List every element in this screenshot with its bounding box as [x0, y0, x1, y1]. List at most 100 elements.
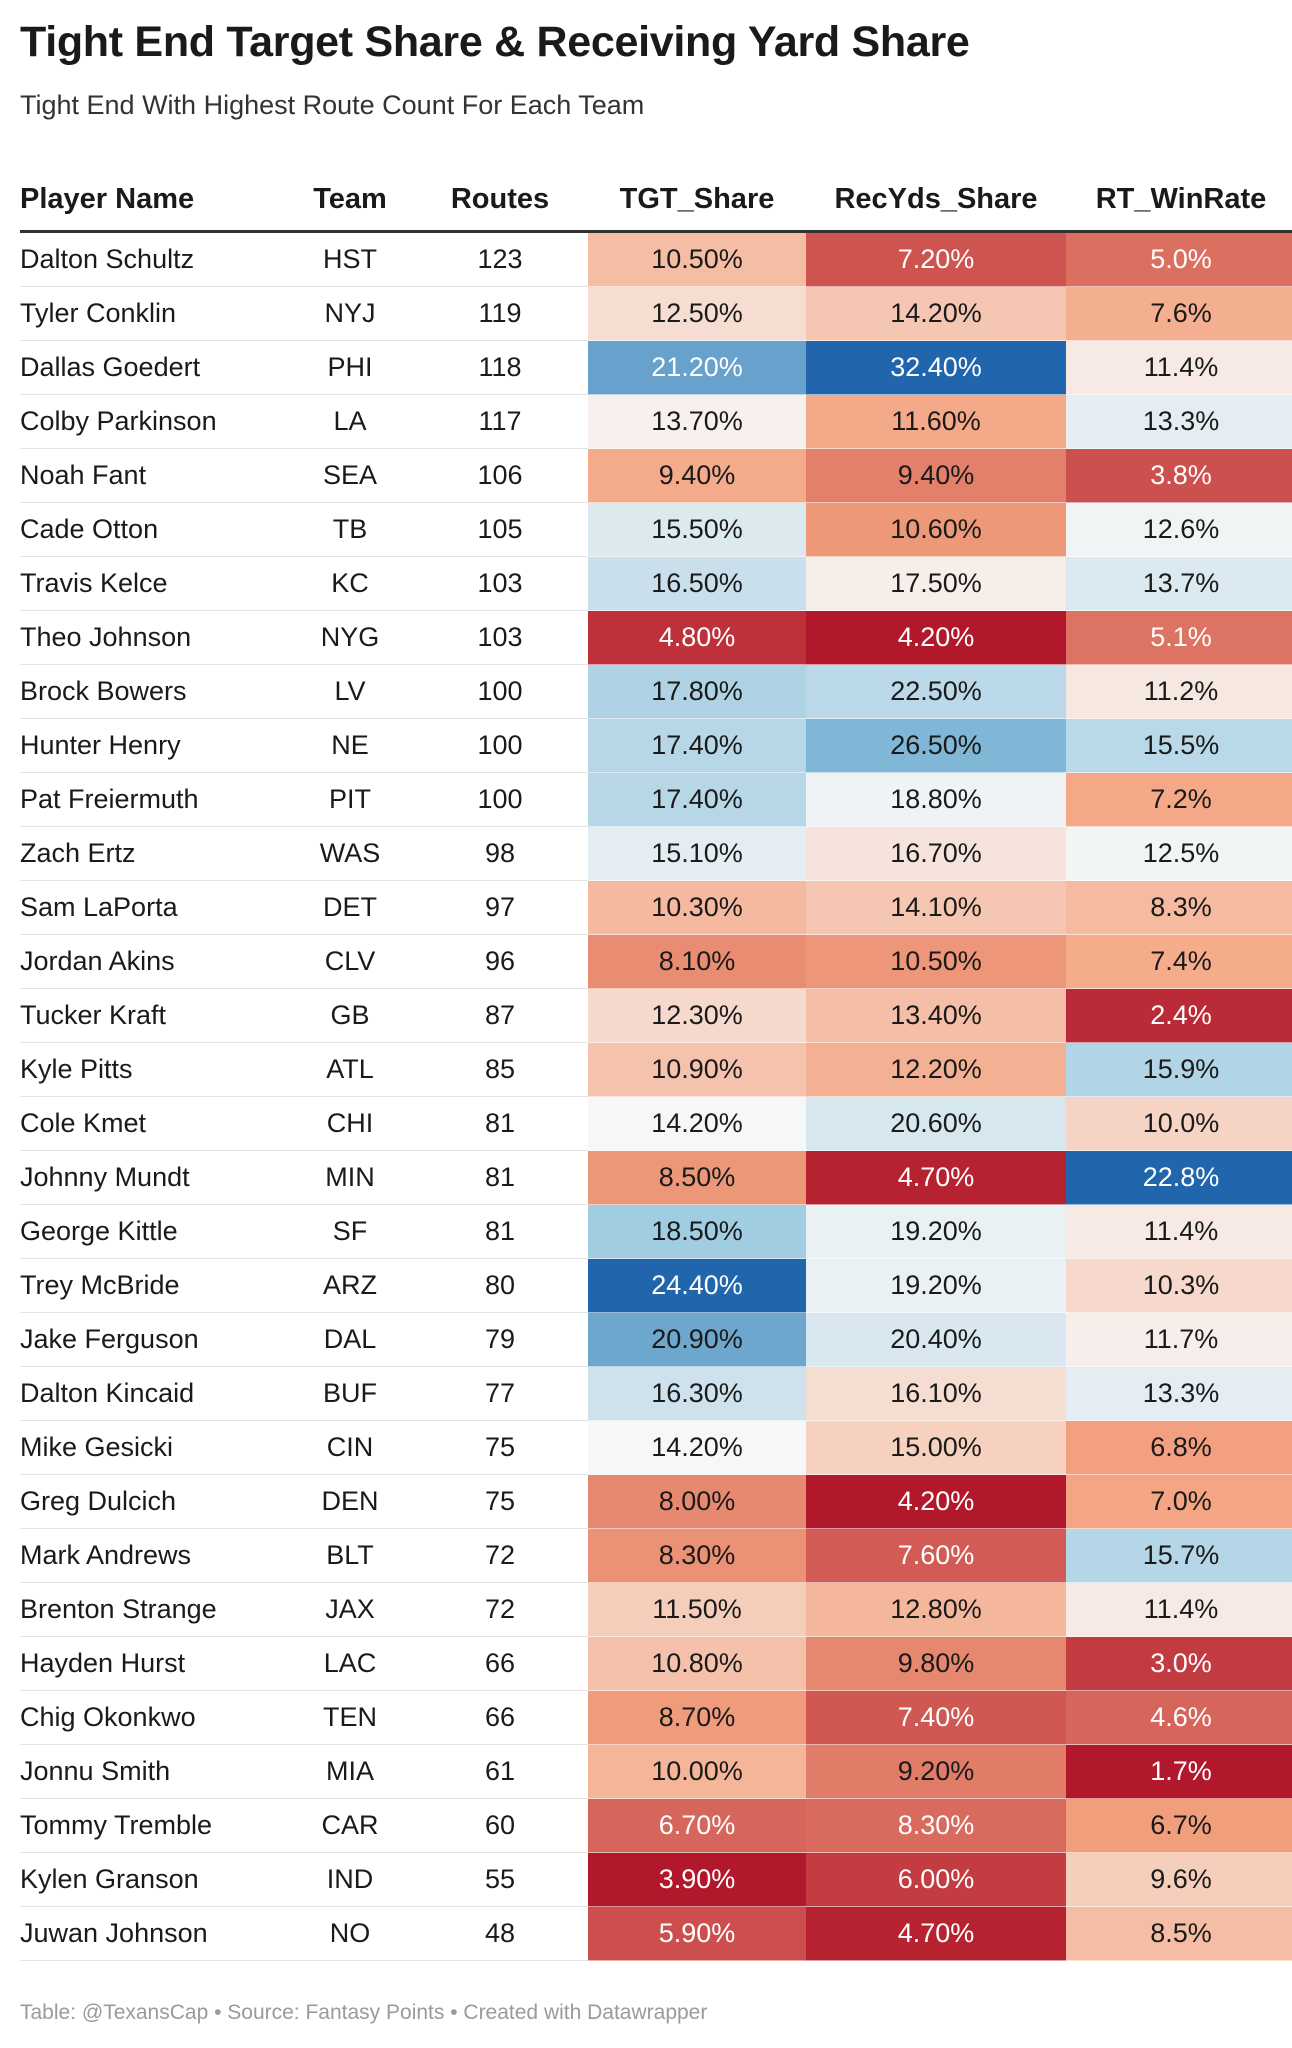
routes-cell: 103	[412, 556, 588, 611]
team-cell: PHI	[288, 340, 412, 395]
team-cell: NYJ	[288, 286, 412, 341]
player-name-cell: Greg Dulcich	[20, 1474, 288, 1529]
team-cell: TB	[288, 502, 412, 557]
player-name-cell: Trey McBride	[20, 1258, 288, 1313]
table-row: Kyle Pitts ATL 85 10.90% 12.20% 15.9%	[20, 1042, 1292, 1097]
rt-winrate-cell: 5.1%	[1066, 610, 1292, 665]
routes-cell: 55	[412, 1852, 588, 1907]
rt-winrate-cell: 22.8%	[1066, 1150, 1292, 1205]
tgt-share-cell: 18.50%	[588, 1204, 806, 1259]
player-name-cell: Johnny Mundt	[20, 1150, 288, 1205]
table-row: Greg Dulcich DEN 75 8.00% 4.20% 7.0%	[20, 1474, 1292, 1529]
tgt-share-cell: 15.10%	[588, 826, 806, 881]
table-row: Noah Fant SEA 106 9.40% 9.40% 3.8%	[20, 448, 1292, 503]
table-row: George Kittle SF 81 18.50% 19.20% 11.4%	[20, 1204, 1292, 1259]
rt-winrate-cell: 9.6%	[1066, 1852, 1292, 1907]
column-header-routes[interactable]: Routes	[450, 182, 550, 215]
player-name-cell: Sam LaPorta	[20, 880, 288, 935]
tgt-share-cell: 8.10%	[588, 934, 806, 989]
rt-winrate-cell: 5.0%	[1066, 231, 1292, 287]
rt-winrate-cell: 13.3%	[1066, 394, 1292, 449]
rt-winrate-cell: 13.3%	[1066, 1366, 1292, 1421]
rt-winrate-cell: 15.5%	[1066, 718, 1292, 773]
recyds-share-cell: 4.20%	[806, 1474, 1066, 1529]
table-row: Travis Kelce KC 103 16.50% 17.50% 13.7%	[20, 556, 1292, 611]
routes-cell: 60	[412, 1798, 588, 1853]
routes-cell: 106	[412, 448, 588, 503]
team-cell: SEA	[288, 448, 412, 503]
routes-cell: 75	[412, 1420, 588, 1475]
tgt-share-cell: 17.80%	[588, 664, 806, 719]
recyds-share-cell: 15.00%	[806, 1420, 1066, 1475]
recyds-share-cell: 9.40%	[806, 448, 1066, 503]
tgt-share-cell: 3.90%	[588, 1852, 806, 1907]
team-cell: TEN	[288, 1690, 412, 1745]
routes-cell: 75	[412, 1474, 588, 1529]
rt-winrate-cell: 7.2%	[1066, 772, 1292, 827]
recyds-share-cell: 8.30%	[806, 1798, 1066, 1853]
player-name-cell: Juwan Johnson	[20, 1906, 288, 1961]
column-header-player-name[interactable]: Player Name	[20, 182, 195, 215]
team-cell: JAX	[288, 1582, 412, 1637]
table-row: Brock Bowers LV 100 17.80% 22.50% 11.2%	[20, 664, 1292, 719]
rt-winrate-cell: 15.7%	[1066, 1528, 1292, 1583]
table-row: Tommy Tremble CAR 60 6.70% 8.30% 6.7%	[20, 1798, 1292, 1853]
table-row: Sam LaPorta DET 97 10.30% 14.10% 8.3%	[20, 880, 1292, 935]
routes-cell: 81	[412, 1150, 588, 1205]
tgt-share-cell: 10.30%	[588, 880, 806, 935]
table-row: Trey McBride ARZ 80 24.40% 19.20% 10.3%	[20, 1258, 1292, 1313]
chart-subtitle: Tight End With Highest Route Count For E…	[20, 90, 645, 120]
player-name-cell: Dalton Kincaid	[20, 1366, 288, 1421]
player-name-cell: Tyler Conklin	[20, 286, 288, 341]
header-row: Player Name Team Routes TGT_Share RecYds…	[20, 168, 1292, 232]
table-body: Dalton Schultz HST 123 10.50% 7.20% 5.0% Tyler…	[20, 231, 1292, 1961]
player-name-cell: Dallas Goedert	[20, 340, 288, 395]
recyds-share-cell: 14.10%	[806, 880, 1066, 935]
tgt-share-cell: 16.30%	[588, 1366, 806, 1421]
player-name-cell: Hunter Henry	[20, 718, 288, 773]
routes-cell: 72	[412, 1582, 588, 1637]
rt-winrate-cell: 10.3%	[1066, 1258, 1292, 1313]
recyds-share-cell: 12.80%	[806, 1582, 1066, 1637]
rt-winrate-cell: 11.4%	[1066, 340, 1292, 395]
player-name-cell: Hayden Hurst	[20, 1636, 288, 1691]
rt-winrate-cell: 1.7%	[1066, 1744, 1292, 1799]
tgt-share-cell: 5.90%	[588, 1906, 806, 1961]
player-name-cell: Cade Otton	[20, 502, 288, 557]
tgt-share-cell: 12.30%	[588, 988, 806, 1043]
column-header-rt-winrate[interactable]: RT_WinRate	[1095, 182, 1267, 215]
player-name-cell: Kylen Granson	[20, 1852, 288, 1907]
column-header-recyds-share[interactable]: RecYds_Share	[834, 182, 1038, 215]
routes-cell: 97	[412, 880, 588, 935]
routes-cell: 66	[412, 1690, 588, 1745]
column-header-tgt-share[interactable]: TGT_Share	[619, 182, 775, 215]
team-cell: LV	[288, 664, 412, 719]
recyds-share-cell: 10.60%	[806, 502, 1066, 557]
routes-cell: 119	[412, 286, 588, 341]
routes-cell: 103	[412, 610, 588, 665]
tgt-share-cell: 8.30%	[588, 1528, 806, 1583]
recyds-share-cell: 19.20%	[806, 1204, 1066, 1259]
team-cell: DEN	[288, 1474, 412, 1529]
team-cell: MIN	[288, 1150, 412, 1205]
routes-cell: 81	[412, 1204, 588, 1259]
player-name-cell: George Kittle	[20, 1204, 288, 1259]
team-cell: BUF	[288, 1366, 412, 1421]
rt-winrate-cell: 4.6%	[1066, 1690, 1292, 1745]
player-name-cell: Travis Kelce	[20, 556, 288, 611]
recyds-share-cell: 9.80%	[806, 1636, 1066, 1691]
column-header-team[interactable]: Team	[313, 182, 387, 215]
player-name-cell: Pat Freiermuth	[20, 772, 288, 827]
data-table: Player Name Team Routes TGT_Share RecYds…	[20, 168, 1292, 1961]
routes-cell: 48	[412, 1906, 588, 1961]
team-cell: CAR	[288, 1798, 412, 1853]
table-row: Cade Otton TB 105 15.50% 10.60% 12.6%	[20, 502, 1292, 557]
recyds-share-cell: 4.20%	[806, 610, 1066, 665]
team-cell: IND	[288, 1852, 412, 1907]
recyds-share-cell: 7.20%	[806, 231, 1066, 287]
tgt-share-cell: 17.40%	[588, 772, 806, 827]
tgt-share-cell: 8.70%	[588, 1690, 806, 1745]
table-row: Brenton Strange JAX 72 11.50% 12.80% 11.4%	[20, 1582, 1292, 1637]
routes-cell: 77	[412, 1366, 588, 1421]
recyds-share-cell: 26.50%	[806, 718, 1066, 773]
